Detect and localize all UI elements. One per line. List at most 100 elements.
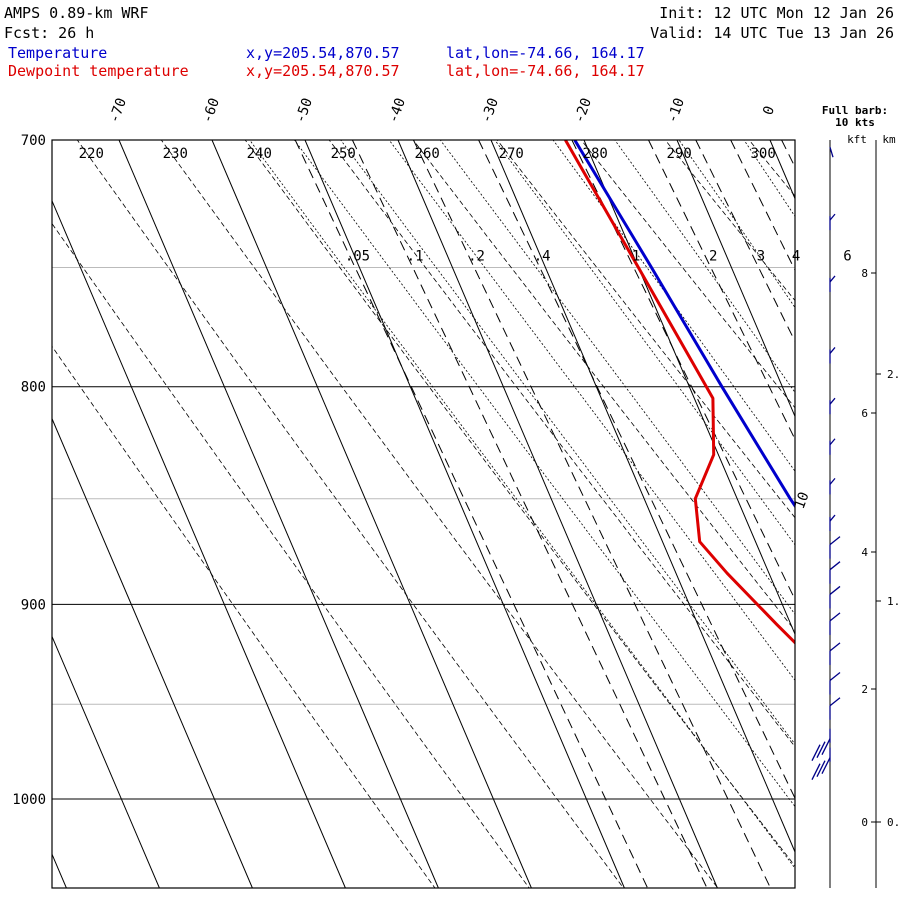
isotherm	[211, 140, 532, 888]
dry-adiabat	[244, 140, 795, 867]
barb-key-line2: 10 kts	[835, 116, 875, 129]
moist-adiabat	[494, 140, 795, 546]
km-axis-label: km	[882, 133, 896, 146]
wind-barb-feather	[829, 438, 836, 446]
mixing-ratio-line	[413, 140, 772, 888]
legend-temperature-xy: x,y=205.54,870.57	[246, 44, 400, 62]
isotherm	[52, 417, 253, 888]
dry-adiabat	[789, 86, 900, 889]
wind-barb-feather	[829, 561, 841, 571]
isotherm-label: -40	[385, 96, 409, 125]
mixing-ratio-label: 6	[843, 248, 851, 264]
isotherm	[863, 140, 900, 888]
isotherm-label: -20	[571, 96, 595, 125]
wind-barb-feather	[821, 757, 831, 774]
isotherm-label: 0	[760, 104, 778, 117]
kft-tick-4: 4	[861, 546, 868, 559]
moist-adiabat	[853, 113, 900, 889]
isotherm	[52, 199, 346, 888]
legend-dewpoint-name: Dewpoint temperature	[8, 62, 189, 80]
plot-frame	[51, 139, 796, 889]
chart-labels: 700 800 900 1000 -70 -60 -50 -40 -30 -20 -10 0 10 220…	[12, 96, 851, 808]
dewpoint-profile	[564, 140, 795, 645]
mixing-ratio-label: .05	[345, 248, 370, 264]
mixing-ratio-label: 3	[757, 248, 765, 264]
dry-adiabat	[412, 140, 795, 632]
isotherm-label: -10	[664, 96, 688, 125]
wind-barb-feather	[811, 744, 821, 762]
wind-barb-feather	[829, 671, 841, 681]
dry-adiabat	[160, 140, 719, 888]
moist-adiabat	[293, 140, 795, 808]
isotherm	[676, 140, 795, 418]
wind-barb-feather	[829, 213, 836, 221]
mixing-ratio-label: .4	[534, 248, 551, 264]
init-time: Init: 12 UTC Mon 12 Jan 26	[659, 4, 894, 22]
isotherm-annotation: 10	[792, 490, 813, 511]
kft-tick-6: 6	[861, 407, 868, 420]
dry-adiabat	[496, 140, 795, 519]
moist-adiabats	[249, 113, 900, 889]
dry-adiabat-label: 230	[163, 146, 188, 162]
dry-adiabat	[664, 140, 795, 302]
dry-adiabat	[328, 140, 795, 748]
wind-barb-feather	[829, 514, 836, 522]
isotherm	[118, 140, 439, 888]
isotherms	[52, 140, 900, 888]
wind-barb-feather	[829, 477, 836, 485]
moist-adiabat	[249, 140, 795, 869]
dry-adiabats	[52, 86, 900, 889]
mixing-ratio-line	[294, 140, 649, 888]
wind-barb	[829, 146, 834, 158]
wind-barb-feather	[829, 585, 841, 595]
pressure-label-800: 800	[21, 380, 46, 396]
isotherm	[769, 140, 795, 200]
dry-adiabat	[580, 140, 795, 409]
moist-adiabat	[388, 140, 795, 682]
dry-adiabat	[76, 140, 624, 888]
valid-time: Valid: 14 UTC Tue 13 Jan 26	[650, 24, 894, 42]
km-tick-2: 2.	[887, 368, 900, 381]
wind-barb-feather	[816, 760, 826, 777]
isotherm-label: -30	[478, 96, 502, 125]
wind-barb-feather	[829, 397, 836, 405]
mixing-ratio-line	[695, 140, 795, 343]
pressure-label-1000: 1000	[12, 792, 46, 808]
wind-barb-feather	[829, 347, 836, 354]
kft-tick-2: 2	[861, 683, 868, 696]
wind-panel: Full barb: 10 kts kft km 8 6 4 2 0 2. 1.…	[811, 104, 900, 888]
forecast-hour: Fcst: 26 h	[4, 24, 94, 42]
sounding-profiles	[564, 140, 795, 645]
isotherm-label: -50	[292, 96, 316, 125]
mixing-ratio-label: 1	[632, 248, 640, 264]
legend-temperature-latlon: lat,lon=-74.66, 164.17	[446, 44, 645, 62]
moist-adiabat	[614, 140, 795, 393]
dry-adiabat	[52, 345, 436, 888]
legend-dewpoint-latlon: lat,lon=-74.66, 164.17	[446, 62, 645, 80]
isotherm	[490, 140, 795, 854]
isotherm	[304, 140, 625, 888]
mixing-ratio-label: 2	[709, 248, 717, 264]
wind-barb-feather	[829, 536, 841, 546]
barb-key-line1: Full barb:	[822, 104, 888, 117]
moist-adiabat	[340, 140, 795, 745]
mixing-ratio-label: .1	[407, 248, 424, 264]
dry-adiabat-label: 280	[583, 146, 608, 162]
dry-adiabat-label: 260	[415, 146, 440, 162]
kft-axis-label: kft	[847, 133, 867, 146]
wind-barbs	[811, 146, 841, 780]
temperature-profile	[573, 140, 795, 509]
wind-barb-feather	[821, 738, 831, 756]
dry-adiabat	[748, 140, 795, 197]
dry-adiabat-label: 290	[667, 146, 692, 162]
isotherm-label: -60	[199, 96, 223, 125]
kft-tick-8: 8	[861, 267, 868, 280]
mixing-ratio-lines	[294, 140, 795, 888]
mixing-ratio-line	[648, 140, 795, 441]
dry-adiabat-label: 250	[331, 146, 356, 162]
mixing-ratio-line	[571, 140, 795, 601]
dry-adiabat-label: 220	[79, 146, 104, 162]
km-tick-0: 0.	[887, 816, 900, 829]
mixing-ratio-line	[478, 140, 795, 800]
mixing-ratio-label: .2	[468, 248, 485, 264]
